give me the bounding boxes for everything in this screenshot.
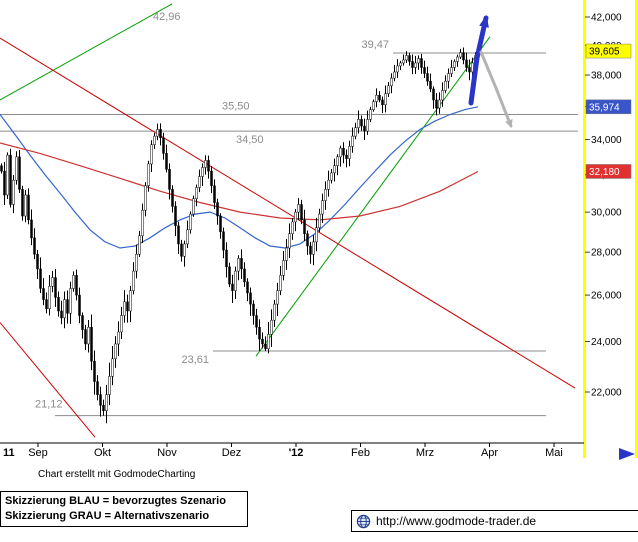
y-tick-label: 38,000 [591, 71, 622, 82]
moving-averages [0, 106, 479, 249]
x-axis-month-label: Mrz [416, 447, 434, 459]
globe-icon [356, 514, 371, 529]
level-label: 35,50 [222, 101, 250, 113]
price-badge: 32,180 [585, 164, 632, 179]
level-label: 21,12 [35, 399, 63, 411]
y-tick-label: 24,000 [591, 337, 622, 348]
y-tick-label: 42,000 [591, 13, 622, 24]
watermark-note: Chart erstellt mit GodmodeCharting [38, 469, 196, 480]
x-axis: 11 Sep Okt Nov Dez '12 Feb Mrz Apr Mai [0, 442, 584, 459]
ma-blue [0, 106, 479, 249]
svg-text:32,180: 32,180 [589, 167, 620, 178]
x-axis-year-label: 11 [3, 447, 15, 459]
x-axis-month-label: Nov [157, 447, 177, 459]
x-axis-month-label: '12 [289, 447, 304, 459]
y-tick-label: 22,000 [591, 388, 622, 399]
source-url[interactable]: http://www.godmode-trader.de [376, 514, 537, 528]
blue-scenario-arrow [468, 15, 489, 106]
ma-red [0, 142, 479, 221]
red-downtrend-steep [0, 322, 96, 438]
x-axis-month-label: Mai [545, 447, 563, 459]
red-downtrend-long [0, 37, 576, 389]
trendlines: 42,96 [0, 3, 576, 438]
x-axis-month-label: Apr [481, 447, 498, 459]
price-badge: 35,974 [585, 99, 632, 115]
trendline-label: 42,96 [153, 11, 181, 23]
y-tick-label: 30,000 [591, 208, 622, 219]
green-uptrend-steep [0, 3, 173, 101]
x-axis-month-label: Feb [351, 447, 370, 459]
svg-text:39,605: 39,605 [589, 47, 620, 58]
y-tick-label: 28,000 [591, 248, 622, 259]
level-label: 23,61 [181, 354, 209, 366]
y-tick-label: 34,000 [591, 135, 622, 146]
sketch-arrows [468, 15, 513, 128]
support-resistance-levels: 39,47 35,50 34,50 23,61 21,12 [0, 39, 578, 417]
svg-text:35,974: 35,974 [589, 102, 620, 113]
x-axis-month-label: Sep [28, 447, 48, 459]
scenario-legend: Skizzierung BLAU = bevorzugtes Szenario … [0, 491, 248, 527]
source-url-bar: http://www.godmode-trader.de [351, 510, 638, 532]
scroll-forward-icon[interactable] [619, 448, 635, 460]
gray-scenario-arrow [479, 50, 513, 128]
legend-line-blue-scenario: Skizzierung BLAU = bevorzugtes Szenario [5, 495, 226, 507]
chart-svg: 39,47 35,50 34,50 23,61 21,12 42,96 42,00040,0… [0, 0, 638, 466]
level-label: 39,47 [361, 39, 389, 51]
y-axis: 42,00040,00038,00036,00034,00032,00030,0… [583, 0, 638, 466]
candlestick-series [0, 46, 480, 424]
y-tick-label: 26,000 [591, 291, 622, 302]
legend-line-gray-scenario: Skizzierung GRAU = Alternativszenario [5, 510, 210, 522]
x-axis-month-label: Okt [94, 447, 111, 459]
level-label: 34,50 [236, 134, 264, 146]
green-uptrend-main [255, 36, 491, 357]
x-axis-month-label: Dez [222, 447, 242, 459]
price-badge: 39,605 [585, 43, 632, 59]
price-chart: 39,47 35,50 34,50 23,61 21,12 42,96 42,00040,0… [0, 0, 638, 466]
